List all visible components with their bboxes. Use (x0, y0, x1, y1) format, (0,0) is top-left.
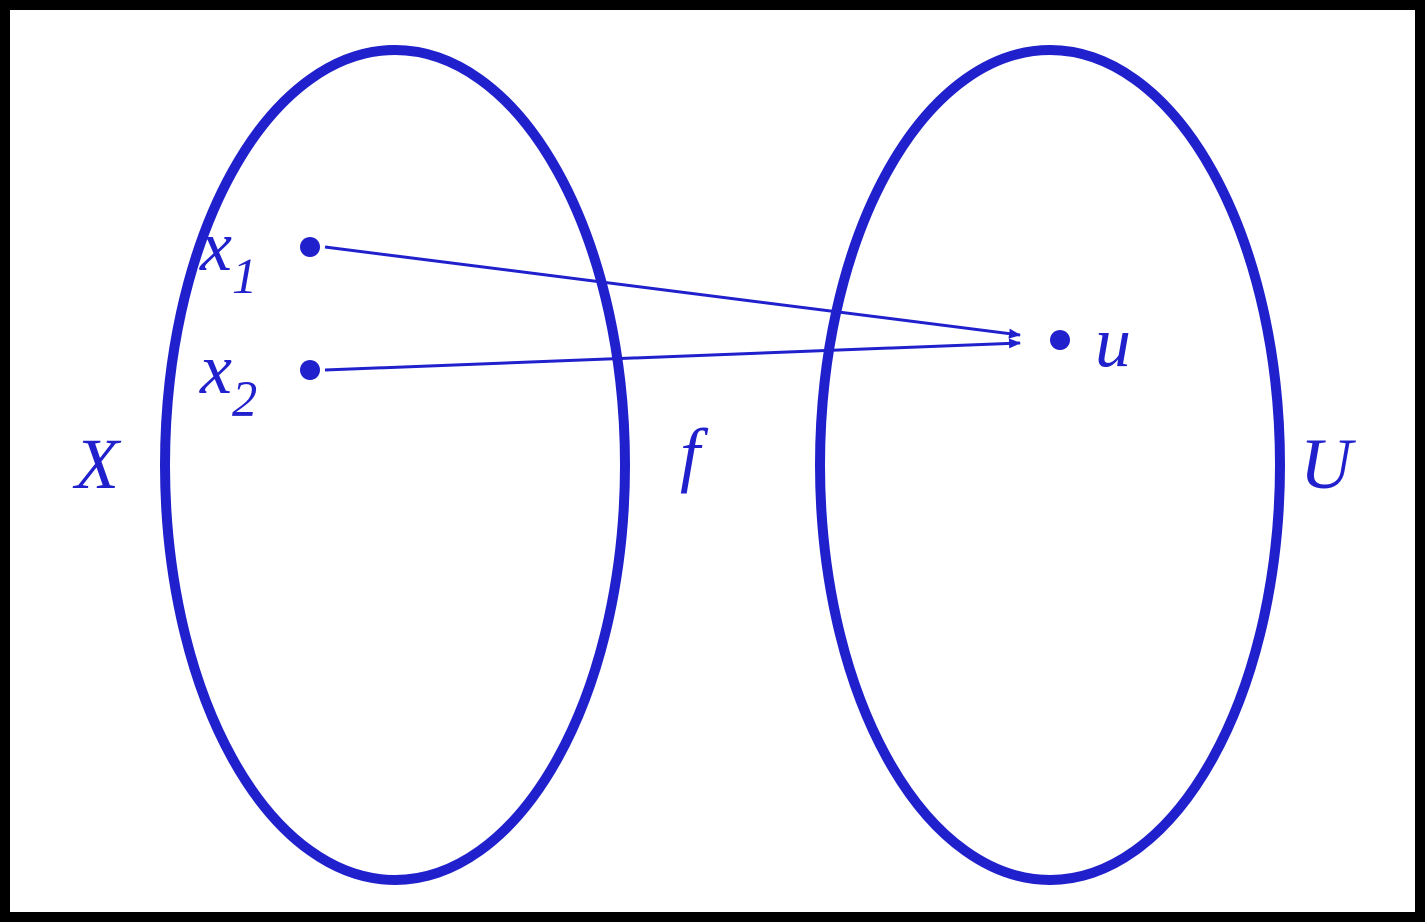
point-x2-label: x2 (200, 328, 257, 420)
diagram-svg (0, 0, 1425, 922)
set-u-label: U (1300, 423, 1352, 506)
set-x-label: X (75, 423, 119, 506)
function-label: f (680, 413, 700, 496)
point-u (1050, 330, 1070, 350)
point-x2 (300, 360, 320, 380)
point-x1-label: x1 (200, 205, 257, 297)
point-x1 (300, 237, 320, 257)
mapping-arrow-x1-u (325, 247, 1020, 335)
mapping-arrow-x2-u (325, 343, 1020, 370)
set-u-ellipse (820, 50, 1280, 880)
point-u-label: u (1095, 301, 1131, 384)
set-x-ellipse (165, 50, 625, 880)
